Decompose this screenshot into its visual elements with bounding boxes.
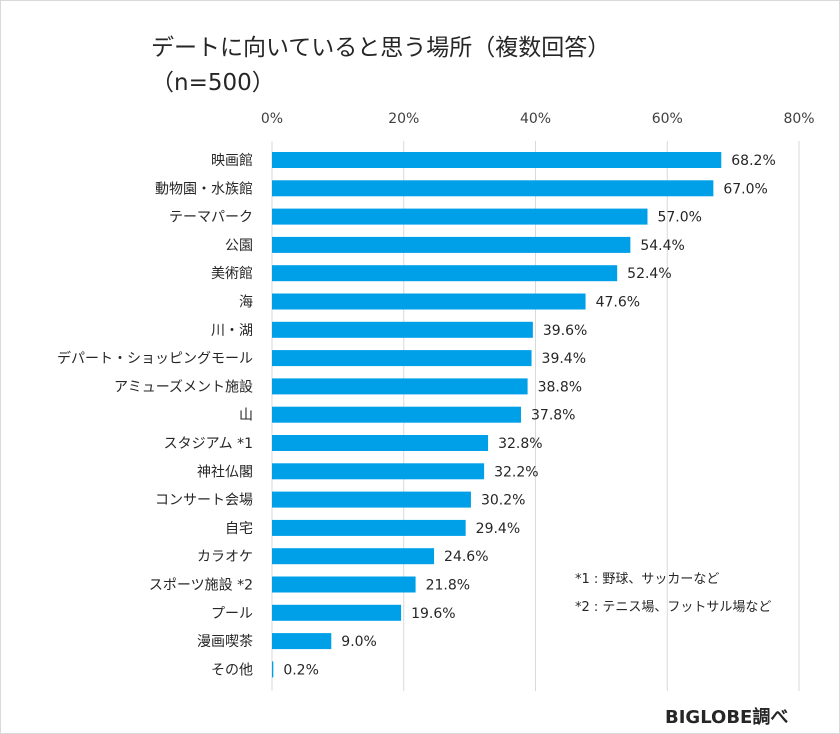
bar xyxy=(272,265,618,282)
category-label: コンサート会場 xyxy=(155,493,253,509)
data-label: 32.8% xyxy=(498,436,542,452)
category-label: テーマパーク xyxy=(169,210,253,226)
bar xyxy=(272,293,586,310)
data-label: 39.6% xyxy=(543,323,587,339)
category-label: その他 xyxy=(211,662,253,678)
data-label: 39.4% xyxy=(542,351,586,367)
category-label: 川・湖 xyxy=(211,323,253,339)
bar xyxy=(272,519,466,536)
data-label: 67.0% xyxy=(723,181,767,197)
category-label: 公園 xyxy=(225,238,253,254)
bar xyxy=(272,180,714,197)
data-label: 32.2% xyxy=(494,464,538,480)
x-tick-label: 80% xyxy=(783,111,814,127)
chart-title: デートに向いていると思う場所（複数回答） xyxy=(151,35,611,61)
bar xyxy=(272,633,332,650)
bar xyxy=(272,350,532,367)
data-label: 29.4% xyxy=(476,521,520,537)
bar xyxy=(272,236,631,253)
x-tick-label: 40% xyxy=(520,111,551,127)
x-tick-label: 20% xyxy=(388,111,419,127)
bar xyxy=(272,661,274,678)
data-label: 0.2% xyxy=(283,662,319,678)
category-label: 映画館 xyxy=(211,152,253,169)
bar xyxy=(272,406,522,423)
bar xyxy=(272,604,402,621)
footnote-2: *2 : テニス場、フットサル場など xyxy=(575,600,772,615)
source-credit: BIGLOBE調べ xyxy=(665,707,789,728)
category-label: 山 xyxy=(239,408,253,424)
category-label: 自宅 xyxy=(225,521,253,537)
chart-subtitle: （n=500） xyxy=(151,70,275,96)
data-label: 52.4% xyxy=(627,266,671,282)
bar xyxy=(272,576,416,593)
category-label: 神社仏閣 xyxy=(197,464,253,480)
category-label: スポーツ施設 *2 xyxy=(149,578,253,594)
bar xyxy=(272,463,485,480)
category-label: カラオケ xyxy=(197,549,253,565)
category-label: 海 xyxy=(239,295,253,311)
category-label: デパート・ショッピングモール xyxy=(57,350,253,367)
data-label: 68.2% xyxy=(731,153,775,169)
data-label: 57.0% xyxy=(657,210,701,226)
footnote-1: *1 : 野球、サッカーなど xyxy=(575,572,720,587)
category-label: プール xyxy=(211,606,253,622)
data-label: 38.8% xyxy=(538,379,582,395)
data-label: 30.2% xyxy=(481,493,525,509)
category-label: 美術館 xyxy=(211,265,253,282)
x-tick-label: 60% xyxy=(652,111,683,127)
chart-title-block: デートに向いていると思う場所（複数回答） （n=500） xyxy=(151,31,610,101)
bar xyxy=(272,435,489,451)
category-label: アミューズメント施設 xyxy=(114,379,253,395)
category-label: 漫画喫茶 xyxy=(197,634,253,650)
category-label: スタジアム *1 xyxy=(164,436,253,452)
bar xyxy=(272,548,435,565)
bar xyxy=(272,152,722,168)
data-label: 47.6% xyxy=(596,295,640,311)
bar xyxy=(272,321,533,338)
bar xyxy=(272,491,471,508)
data-label: 9.0% xyxy=(341,634,377,650)
data-label: 37.8% xyxy=(531,408,575,424)
data-label: 21.8% xyxy=(426,578,470,594)
category-label: 動物園・水族館 xyxy=(155,180,253,197)
data-label: 19.6% xyxy=(411,606,455,622)
data-label: 24.6% xyxy=(444,549,488,565)
x-tick-label: 0% xyxy=(261,111,283,127)
data-label: 54.4% xyxy=(640,238,684,254)
bar xyxy=(272,378,528,395)
bar xyxy=(272,208,648,225)
